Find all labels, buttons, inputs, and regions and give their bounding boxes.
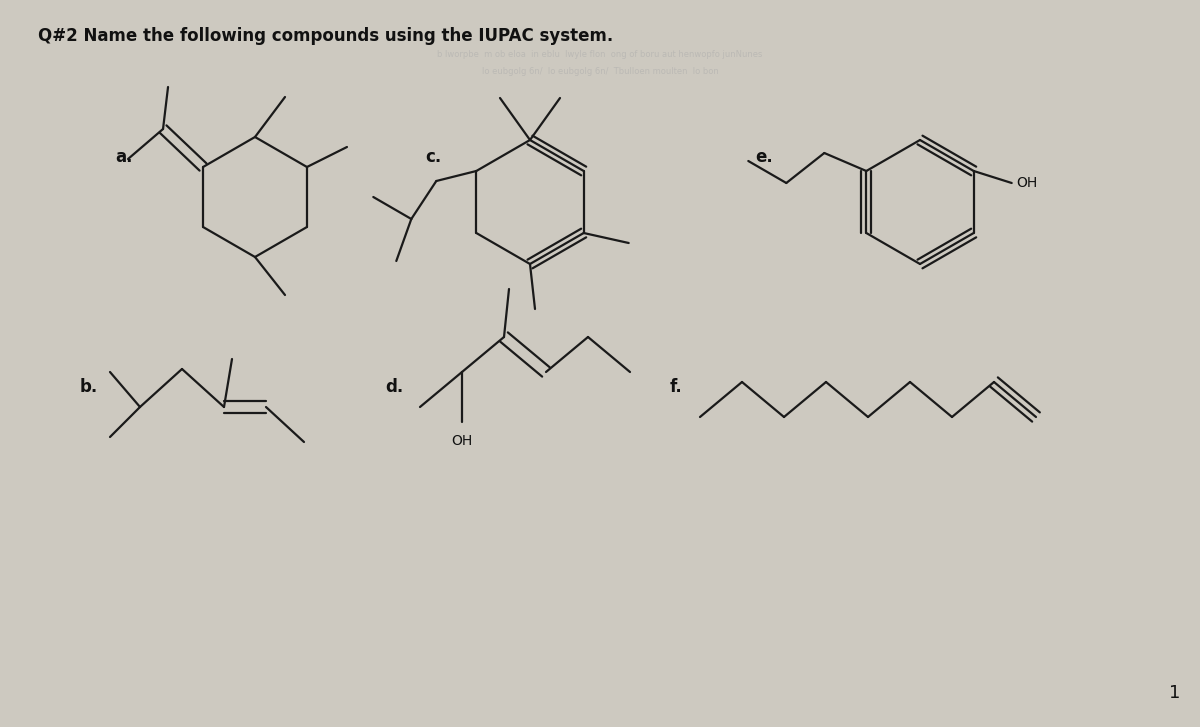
Text: a.: a. (115, 148, 132, 166)
Text: b.: b. (80, 378, 98, 396)
Text: c.: c. (425, 148, 442, 166)
Text: OH: OH (451, 434, 473, 448)
Text: OH: OH (1016, 176, 1038, 190)
Text: f.: f. (670, 378, 683, 396)
Text: Q#2 Name the following compounds using the IUPAC system.: Q#2 Name the following compounds using t… (38, 27, 613, 45)
Text: b lworpbe  m ob eloa  in eblu  lwyle flon  ong of boru aut henwopfo junNunes: b lworpbe m ob eloa in eblu lwyle flon o… (437, 50, 763, 60)
Text: d.: d. (385, 378, 403, 396)
Text: 1: 1 (1169, 684, 1180, 702)
Text: e.: e. (755, 148, 773, 166)
Text: lo eubgolg 6n/  lo eubgolg 6n/  Tbulloen moulten  lo bon: lo eubgolg 6n/ lo eubgolg 6n/ Tbulloen m… (481, 68, 719, 76)
